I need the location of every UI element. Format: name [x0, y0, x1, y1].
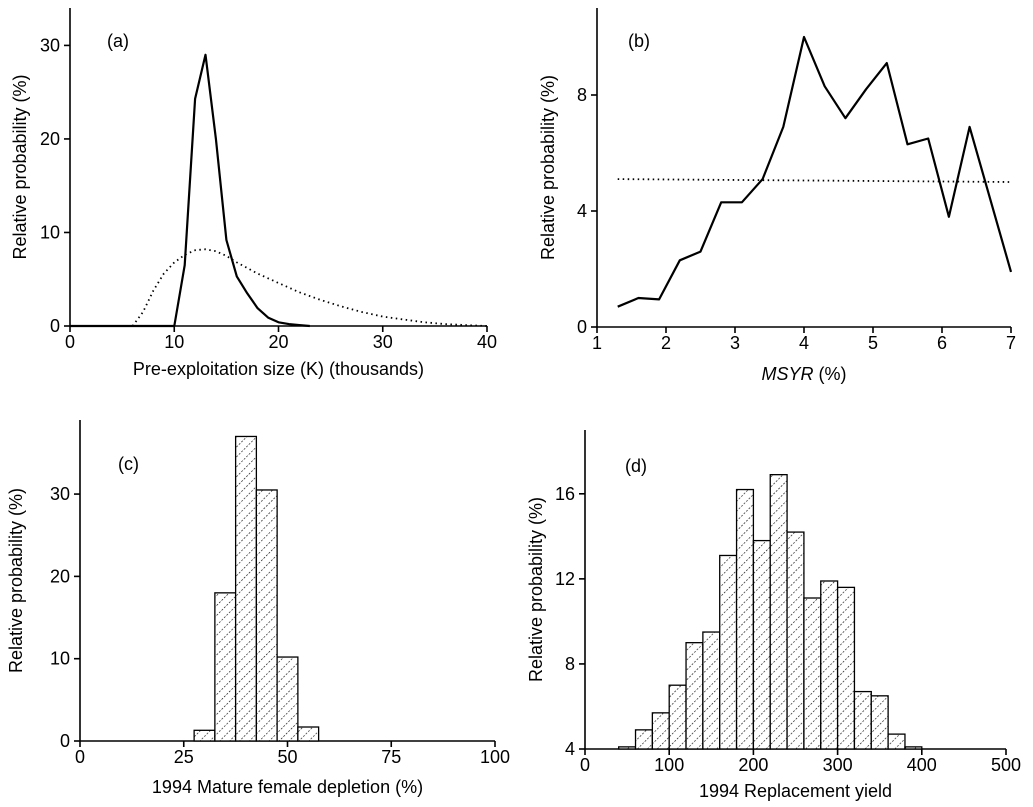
histogram-bar [735, 488, 755, 750]
histogram-bar [719, 554, 738, 750]
axes [591, 8, 1012, 333]
panel-label: (d) [625, 456, 647, 476]
y-axis-label: Relative probability (%) [538, 75, 558, 260]
y-axis-label: Relative probability (%) [526, 497, 546, 682]
x-tick-label: 100 [654, 755, 684, 775]
histogram-bar [255, 489, 278, 742]
histogram-bar [887, 733, 906, 750]
x-tick-label: 2 [661, 333, 671, 353]
x-tick-label: 0 [580, 755, 590, 775]
x-tick-label: 6 [937, 333, 947, 353]
x-axis-label-italic: MSYR [761, 364, 813, 384]
series-line-prior [617, 178, 1012, 183]
y-tick-label: 0 [50, 316, 60, 336]
x-tick-label: 75 [381, 747, 401, 767]
series-line-posterior [70, 53, 310, 328]
x-tick-label: 25 [174, 747, 194, 767]
histogram-bar [668, 684, 687, 750]
histogram-bar [853, 690, 872, 750]
y-tick-label: 16 [555, 484, 575, 504]
x-tick-label: 3 [730, 333, 740, 353]
panel-label: (c) [118, 454, 139, 474]
x-tick-label: 10 [164, 332, 184, 352]
x-axis-label: 1994 Replacement yield [699, 781, 892, 801]
y-tick-label: 30 [40, 35, 60, 55]
x-tick-label: 0 [75, 747, 85, 767]
histogram-bar [769, 474, 788, 750]
x-tick-label: 30 [373, 332, 393, 352]
x-tick-label: 40 [477, 332, 497, 352]
y-tick-label: 10 [40, 222, 60, 242]
histogram-bar [820, 580, 839, 750]
y-axis-label: Relative probability (%) [6, 488, 26, 673]
y-tick-label: 10 [50, 649, 70, 669]
y-tick-label: 12 [555, 569, 575, 589]
series-line-prior [131, 248, 488, 327]
histogram-bar [214, 592, 237, 742]
x-tick-label: 400 [907, 755, 937, 775]
y-tick-label: 4 [565, 739, 575, 759]
histogram-bar [870, 695, 889, 750]
x-tick-label: 200 [738, 755, 768, 775]
x-axis-label: 1994 Mature female depletion (%) [152, 777, 423, 797]
histogram-bar [752, 539, 771, 750]
x-tick-label: 500 [991, 755, 1021, 775]
x-axis-label-rest: (%) [814, 364, 847, 384]
histogram-bar [836, 586, 856, 750]
histogram-bar [651, 712, 670, 750]
axes [64, 8, 488, 332]
histogram-bar [193, 729, 216, 742]
histogram-bar [904, 746, 923, 750]
histogram-bar [234, 435, 258, 742]
histogram-bar [634, 729, 654, 750]
x-tick-label: 0 [65, 332, 75, 352]
x-axis-label: MSYR (%) [761, 364, 846, 384]
histogram-bar [702, 631, 721, 750]
panel-label: (a) [107, 31, 129, 51]
x-tick-label: 5 [868, 333, 878, 353]
histogram-bar [786, 531, 805, 750]
y-tick-label: 0 [60, 731, 70, 751]
x-tick-label: 100 [480, 747, 510, 767]
panel-d: 0 100 200 300 400 500 4 8 12 16 (d) Relative probab… [526, 430, 1021, 801]
y-tick-label: 20 [50, 566, 70, 586]
x-tick-label: 300 [823, 755, 853, 775]
x-tick-label: 50 [277, 747, 297, 767]
panel-a: 0 10 20 30 40 0 10 20 30 (a) Relative probability … [10, 8, 497, 379]
y-tick-label: 0 [577, 317, 587, 337]
histogram-bar [685, 642, 704, 750]
histogram-bar [618, 746, 637, 750]
x-axis-label: Pre-exploitation size (K) (thousands) [133, 359, 424, 379]
x-tick-label: 4 [799, 333, 809, 353]
panel-c: 0 25 50 75 100 0 10 20 30 (c) Relative probability… [6, 420, 510, 797]
panel-label: (b) [628, 31, 650, 51]
y-tick-label: 8 [565, 654, 575, 674]
y-tick-label: 20 [40, 129, 60, 149]
y-tick-label: 8 [577, 85, 587, 105]
histogram-bar [297, 726, 320, 742]
y-tick-label: 4 [577, 201, 587, 221]
histogram-bar [803, 597, 822, 750]
x-tick-label: 7 [1006, 333, 1016, 353]
y-tick-label: 30 [50, 484, 70, 504]
series-line-posterior [617, 35, 1013, 308]
x-tick-label: 1 [592, 333, 602, 353]
histogram-bar [276, 656, 299, 742]
panel-b: 1 2 3 4 5 6 7 0 4 8 (b) Relative probability (%) MSY… [538, 8, 1016, 384]
y-axis-label: Relative probability (%) [10, 74, 30, 259]
x-tick-label: 20 [268, 332, 288, 352]
